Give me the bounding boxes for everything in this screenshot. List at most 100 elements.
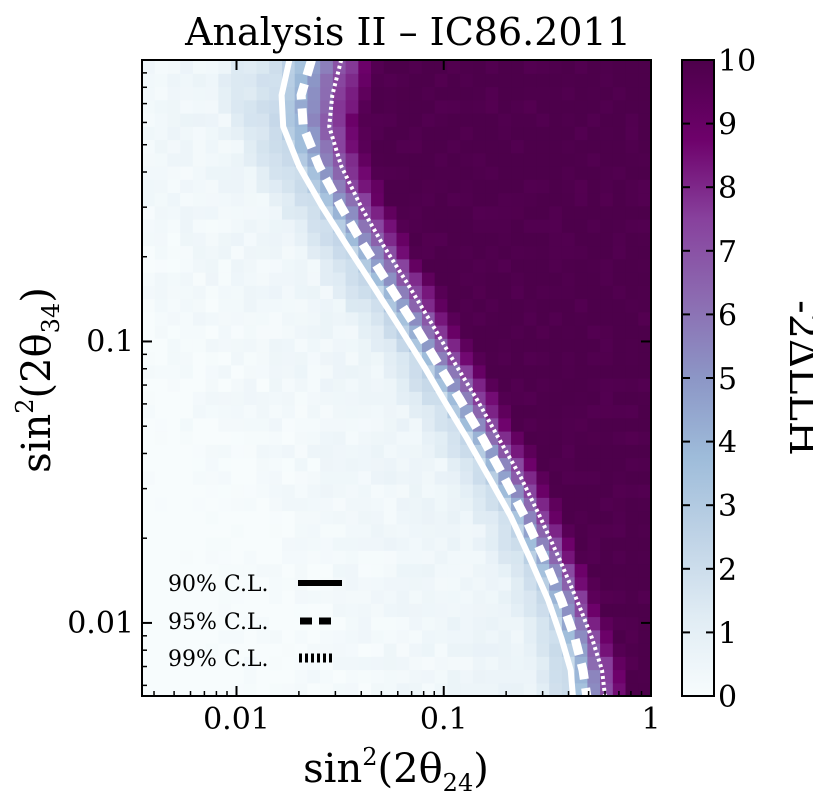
heatmap-cell [307, 523, 321, 538]
heatmap-cell [142, 431, 156, 445]
heatmap-cell [294, 391, 309, 406]
heatmap-cell [192, 457, 207, 472]
heatmap-cell [612, 497, 627, 512]
heatmap-cell [269, 245, 283, 260]
heatmap-cell [638, 245, 651, 260]
heatmap-cell [371, 73, 385, 88]
heatmap-cell [294, 351, 309, 366]
heatmap-cell [243, 139, 258, 154]
heatmap-cell [142, 550, 156, 565]
heatmap-cell [180, 205, 194, 220]
heatmap-cell [612, 643, 627, 657]
heatmap-cell [231, 245, 245, 260]
heatmap-cell [600, 298, 614, 313]
heatmap-cell [243, 444, 258, 459]
heatmap-cell [269, 470, 283, 485]
heatmap-cell [142, 378, 156, 392]
heatmap-cell [371, 86, 385, 101]
heatmap-cell [498, 219, 512, 233]
heatmap-cell [625, 338, 639, 353]
heatmap-cell [218, 179, 232, 194]
heatmap-cell [409, 272, 423, 286]
heatmap-cell [256, 656, 270, 671]
heatmap-cell [371, 431, 385, 445]
heatmap-cell [192, 497, 207, 512]
heatmap-cell [485, 563, 499, 578]
heatmap-cell [154, 73, 169, 88]
heatmap-cell [383, 232, 398, 247]
heatmap-cell [345, 325, 359, 339]
heatmap-cell [549, 298, 563, 313]
heatmap-cell [256, 73, 270, 88]
heatmap-cell [332, 537, 347, 551]
heatmap-cell [561, 391, 576, 406]
heatmap-cell [434, 192, 448, 207]
heatmap-cell [472, 152, 487, 167]
heatmap-cell [409, 391, 423, 406]
heatmap-cell [434, 550, 448, 565]
heatmap-cell [218, 378, 232, 392]
x-tick-label: 0.1 [420, 702, 468, 737]
heatmap-cell [612, 205, 627, 220]
heatmap-cell [256, 497, 270, 512]
heatmap-cell [192, 338, 207, 353]
heatmap-cell [167, 576, 181, 591]
heatmap-cell [574, 192, 588, 207]
heatmap-cell [307, 563, 321, 578]
heatmap-cell [460, 99, 474, 114]
heatmap-cell [460, 86, 474, 101]
heatmap-cell [383, 523, 398, 538]
heatmap-cell [358, 60, 372, 74]
heatmap-cell [371, 550, 385, 565]
heatmap-cell [434, 232, 448, 247]
heatmap-cell [485, 351, 499, 366]
heatmap-cell [281, 444, 296, 459]
heatmap-cell [434, 616, 448, 631]
heatmap-cell [205, 576, 219, 591]
heatmap-cell [434, 643, 448, 657]
heatmap-cell [167, 205, 181, 220]
heatmap-cell [281, 656, 296, 671]
heatmap-cell [409, 192, 423, 207]
heatmap-cell [269, 563, 283, 578]
heatmap-cell [498, 404, 512, 419]
heatmap-cell [561, 351, 576, 366]
heatmap-cell [371, 497, 385, 512]
heatmap-cell [345, 205, 359, 220]
heatmap-cell [549, 272, 563, 286]
heatmap-cell [154, 245, 169, 260]
heatmap-cell [345, 60, 359, 74]
heatmap-cell [281, 616, 296, 631]
heatmap-cell [218, 126, 232, 141]
heatmap-cell [154, 126, 169, 141]
heatmap-cell [269, 523, 283, 538]
heatmap-cell [243, 298, 258, 313]
heatmap-cell [192, 325, 207, 339]
heatmap-cell [167, 682, 181, 696]
heatmap-cell [638, 510, 651, 525]
heatmap-cell [472, 166, 487, 180]
heatmap-cell [358, 166, 372, 180]
heatmap-cell [498, 99, 512, 114]
heatmap-cell [447, 576, 461, 591]
heatmap-cell [561, 258, 576, 273]
heatmap-cell [638, 629, 651, 644]
heatmap-cell [587, 497, 601, 512]
heatmap-cell [231, 523, 245, 538]
heatmap-cell [472, 484, 487, 498]
heatmap-cell [371, 484, 385, 498]
heatmap-cell [205, 616, 219, 631]
heatmap-cell [396, 378, 410, 392]
heatmap-cell [485, 219, 499, 233]
heatmap-cell [612, 523, 627, 538]
heatmap-cell [511, 166, 525, 180]
heatmap-cell [472, 656, 487, 671]
heatmap-cell [511, 60, 525, 74]
heatmap-cell [523, 616, 538, 631]
heatmap-cell [587, 152, 601, 167]
heatmap-cell [218, 258, 232, 273]
heatmap-cell [561, 205, 576, 220]
heatmap-cell [142, 364, 156, 379]
heatmap-cell [180, 179, 194, 194]
heatmap-cell [332, 656, 347, 671]
